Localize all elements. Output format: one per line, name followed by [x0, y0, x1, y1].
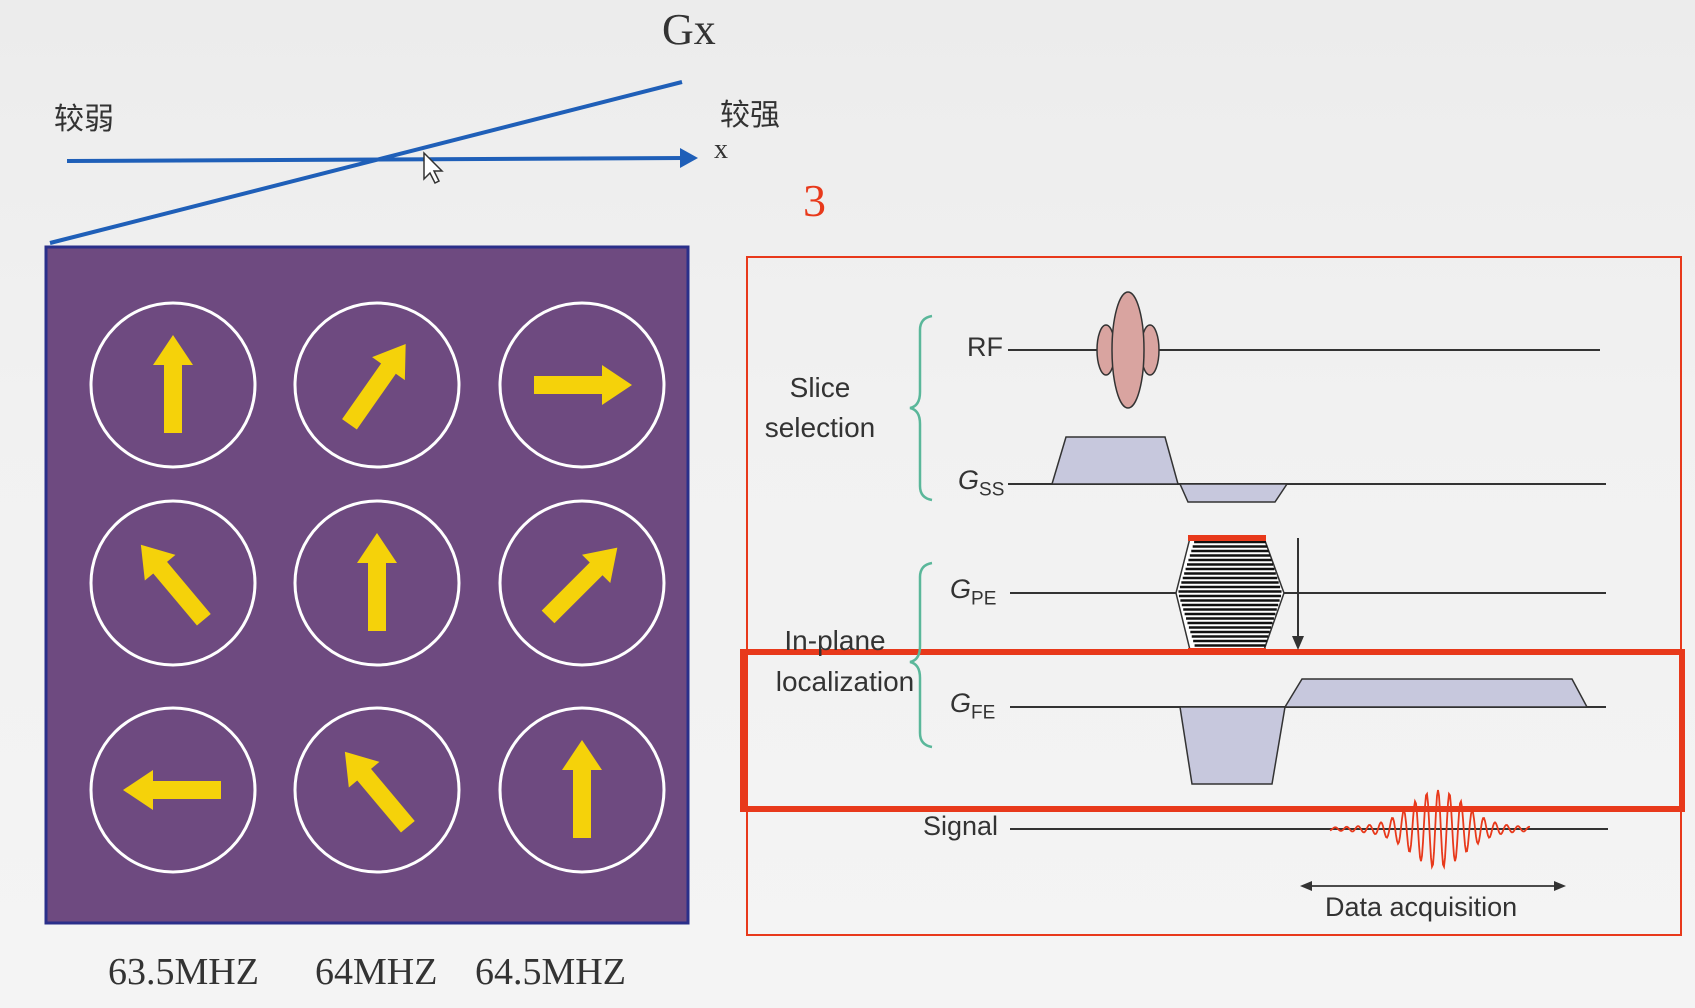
gfe-label: GFE [950, 688, 996, 724]
spin-cells [89, 301, 666, 874]
spin-circle [293, 301, 461, 469]
gfe-dephase-lobe [1179, 706, 1286, 785]
weak-label: 较弱 [54, 103, 114, 136]
data-acquisition-arrowhead-right [1554, 881, 1566, 891]
gradient-title: Gx [662, 5, 716, 54]
pulse-sequence-frame [746, 256, 1682, 936]
frequency-label: 64MHZ [315, 951, 438, 993]
frequency-row: 63.5MHZ 64MHZ 64.5MHZ [0, 950, 700, 1000]
inplane-label: In-plane [784, 625, 886, 656]
gradient-line [49, 80, 683, 245]
data-acquisition-label: Data acquisition [1325, 892, 1518, 922]
gpe-step-arrowhead [1292, 636, 1304, 650]
gss-label: GSS [958, 465, 1005, 501]
spin-circle [89, 499, 257, 667]
localization-label: localization [775, 666, 915, 697]
x-axis-arrowhead [680, 148, 698, 168]
spin-arrow-icon [153, 335, 193, 433]
spin-arrow-icon [344, 751, 415, 833]
spin-circle [498, 499, 666, 667]
spin-arrow-icon [342, 344, 406, 430]
frequency-label: 64.5MHZ [475, 951, 626, 993]
signal-echo [1329, 789, 1531, 870]
gss-rephase-lobe [1178, 483, 1289, 503]
data-acquisition-arrowhead-left [1300, 881, 1312, 891]
spin-circle [293, 499, 461, 667]
spin-arrow-icon [541, 547, 618, 624]
signal-label: Signal [923, 811, 999, 841]
frequency-label: 63.5MHZ [108, 951, 259, 993]
gss-positive-lobe [1050, 436, 1179, 485]
spin-arrow-icon [357, 533, 397, 631]
spin-circle [293, 706, 461, 874]
spin-circle [89, 301, 257, 469]
x-axis [66, 156, 687, 163]
spin-arrow-icon [140, 544, 211, 626]
gpe-label: GPE [950, 574, 997, 610]
slice-selection-label: Slice selection [764, 372, 876, 443]
mouse-cursor-icon [423, 151, 444, 185]
spin-arrow-icon [123, 770, 221, 810]
gfe-readout-lobe [1283, 678, 1589, 708]
spin-arrow-icon [562, 740, 602, 838]
rf-label: RF [967, 332, 1003, 362]
inplane-brace [909, 561, 933, 749]
slide-number: 3 [803, 175, 826, 226]
spin-arrow-icon [534, 365, 632, 405]
slice-brace [909, 314, 933, 502]
gpe-phase-table [1175, 537, 1285, 651]
strong-label: 较强 [720, 99, 780, 132]
spin-circle [498, 706, 666, 874]
spin-circle [498, 301, 666, 469]
rf-pulse-main-lobe [1111, 291, 1145, 409]
spin-circle [89, 706, 257, 874]
x-axis-label: x [714, 134, 728, 165]
